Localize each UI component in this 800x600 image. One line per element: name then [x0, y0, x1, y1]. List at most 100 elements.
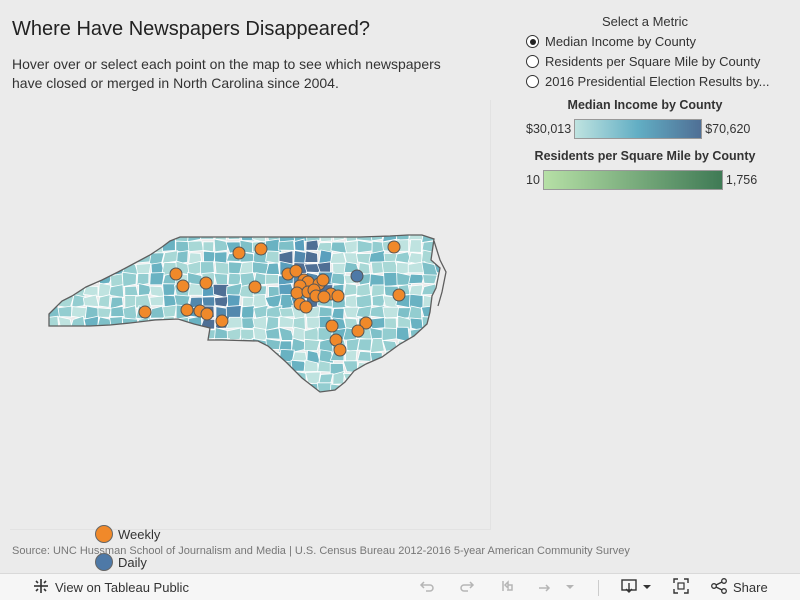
county-region[interactable] — [318, 373, 334, 385]
nc-county-map[interactable] — [10, 100, 491, 530]
county-region[interactable] — [447, 362, 463, 372]
county-region[interactable] — [201, 360, 218, 374]
county-region[interactable] — [203, 396, 215, 408]
radio-checked-icon[interactable] — [526, 35, 539, 48]
county-region[interactable] — [85, 393, 98, 407]
county-region[interactable] — [199, 231, 215, 240]
county-region[interactable] — [72, 271, 87, 287]
county-region[interactable] — [147, 359, 163, 375]
county-region[interactable] — [449, 294, 464, 307]
county-region[interactable] — [410, 383, 424, 397]
county-region[interactable] — [162, 283, 177, 296]
redo-button[interactable] — [458, 574, 476, 600]
weekly-newspaper-point[interactable] — [325, 319, 339, 333]
county-region[interactable] — [57, 316, 74, 330]
county-region[interactable] — [344, 383, 358, 396]
county-region[interactable] — [175, 382, 192, 396]
county-region[interactable] — [135, 294, 152, 309]
county-region[interactable] — [200, 371, 218, 386]
county-region[interactable] — [57, 272, 72, 286]
county-region[interactable] — [149, 349, 165, 363]
county-region[interactable] — [95, 238, 112, 252]
county-region[interactable] — [292, 393, 305, 406]
county-region[interactable] — [449, 340, 464, 350]
weekly-newspaper-point[interactable] — [387, 240, 401, 254]
county-region[interactable] — [408, 239, 422, 253]
county-region[interactable] — [266, 362, 283, 375]
fullscreen-button[interactable] — [672, 574, 690, 600]
county-region[interactable] — [47, 249, 62, 266]
county-region[interactable] — [57, 360, 73, 373]
county-region[interactable] — [95, 371, 113, 384]
county-region[interactable] — [48, 326, 61, 342]
county-region[interactable] — [450, 240, 463, 253]
county-region[interactable] — [318, 228, 334, 243]
county-region[interactable] — [136, 361, 153, 375]
county-region[interactable] — [150, 339, 165, 353]
county-region[interactable] — [434, 360, 450, 375]
county-region[interactable] — [423, 327, 439, 343]
county-region[interactable] — [355, 305, 372, 320]
county-region[interactable] — [85, 337, 100, 353]
county-region[interactable] — [186, 370, 204, 386]
county-region[interactable] — [436, 295, 448, 310]
daily-newspaper-point[interactable] — [350, 269, 364, 283]
county-region[interactable] — [355, 252, 373, 265]
county-region[interactable] — [239, 360, 256, 374]
county-region[interactable] — [213, 351, 231, 362]
county-region[interactable] — [214, 230, 227, 241]
county-region[interactable] — [422, 349, 438, 363]
county-region[interactable] — [240, 395, 255, 407]
county-region[interactable] — [329, 252, 347, 264]
county-region[interactable] — [423, 371, 437, 385]
county-region[interactable] — [396, 271, 412, 286]
county-region[interactable] — [123, 396, 139, 407]
county-region[interactable] — [83, 381, 99, 394]
county-region[interactable] — [254, 393, 266, 405]
undo-button[interactable] — [418, 574, 436, 600]
county-region[interactable] — [46, 315, 60, 331]
county-region[interactable] — [161, 338, 177, 353]
county-region[interactable] — [162, 394, 177, 408]
county-region[interactable] — [330, 272, 346, 286]
weekly-newspaper-point[interactable] — [169, 267, 183, 281]
county-region[interactable] — [112, 371, 127, 387]
county-region[interactable] — [57, 229, 74, 243]
county-region[interactable] — [70, 228, 88, 244]
county-region[interactable] — [448, 350, 464, 362]
county-region[interactable] — [45, 340, 62, 354]
county-region[interactable] — [150, 327, 165, 343]
county-region[interactable] — [342, 360, 359, 374]
county-region[interactable] — [382, 306, 400, 319]
legend-item-weekly[interactable]: Weekly — [95, 525, 160, 543]
weekly-newspaper-point[interactable] — [248, 280, 262, 294]
view-on-tableau-public-link[interactable]: View on Tableau Public — [32, 574, 189, 600]
county-region[interactable] — [57, 263, 75, 276]
county-region[interactable] — [306, 393, 319, 407]
weekly-newspaper-point[interactable] — [215, 314, 229, 328]
county-region[interactable] — [305, 228, 322, 243]
county-region[interactable] — [69, 252, 87, 264]
county-region[interactable] — [44, 381, 61, 395]
county-region[interactable] — [408, 395, 422, 407]
county-region[interactable] — [293, 370, 307, 385]
county-region[interactable] — [95, 327, 111, 340]
weekly-newspaper-point[interactable] — [359, 316, 373, 330]
county-region[interactable] — [149, 305, 165, 319]
county-region[interactable] — [46, 239, 59, 255]
county-region[interactable] — [44, 285, 59, 297]
county-region[interactable] — [410, 349, 426, 363]
weekly-newspaper-point[interactable] — [331, 289, 345, 303]
county-region[interactable] — [96, 360, 113, 375]
county-region[interactable] — [174, 349, 192, 362]
county-region[interactable] — [227, 272, 242, 286]
county-region[interactable] — [281, 393, 293, 408]
county-region[interactable] — [109, 251, 124, 263]
county-region[interactable] — [408, 273, 425, 285]
county-region[interactable] — [45, 359, 62, 374]
county-region[interactable] — [72, 361, 87, 376]
county-region[interactable] — [187, 327, 203, 343]
county-region[interactable] — [343, 252, 359, 266]
county-region[interactable] — [264, 349, 281, 363]
county-region[interactable] — [265, 371, 279, 386]
